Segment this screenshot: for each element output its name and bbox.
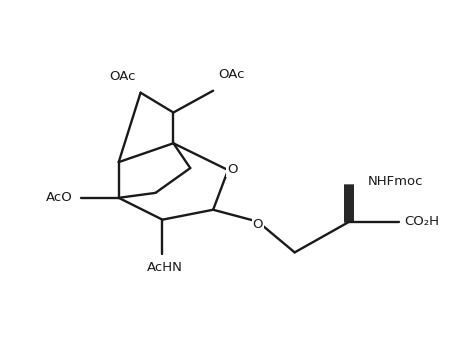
Text: O: O: [228, 163, 238, 176]
Text: OAc: OAc: [218, 68, 245, 81]
Text: O: O: [253, 218, 263, 231]
Text: AcO: AcO: [46, 191, 73, 204]
Text: AcHN: AcHN: [147, 261, 183, 274]
Text: NHFmoc: NHFmoc: [368, 175, 424, 188]
Text: CO₂H: CO₂H: [404, 215, 439, 228]
Text: OAc: OAc: [109, 70, 136, 83]
